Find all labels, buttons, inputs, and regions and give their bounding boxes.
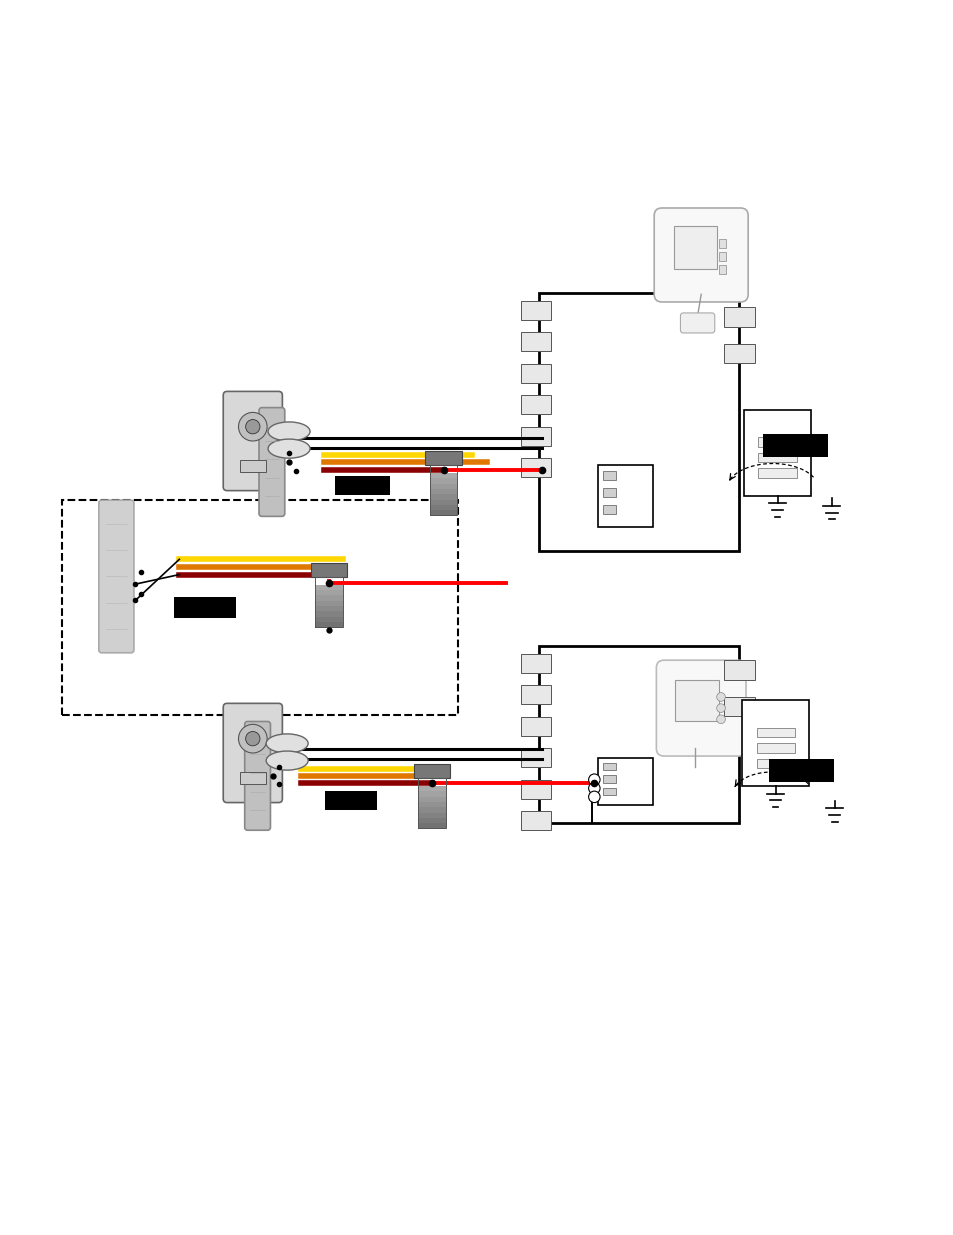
Bar <box>418 797 445 803</box>
Bar <box>418 813 445 819</box>
Bar <box>240 772 265 784</box>
FancyBboxPatch shape <box>654 207 747 303</box>
FancyBboxPatch shape <box>258 408 284 516</box>
Bar <box>520 716 551 736</box>
Bar <box>430 466 456 515</box>
Bar <box>758 453 796 462</box>
Bar <box>719 252 725 261</box>
Bar <box>240 459 265 473</box>
Bar <box>602 762 616 769</box>
Bar <box>598 464 653 527</box>
Circle shape <box>238 725 267 753</box>
Circle shape <box>588 783 599 794</box>
Bar <box>430 478 456 484</box>
Bar <box>520 748 551 767</box>
Bar <box>315 590 342 595</box>
Circle shape <box>716 693 724 701</box>
Bar <box>741 700 808 787</box>
FancyBboxPatch shape <box>656 661 745 756</box>
Bar <box>723 308 754 326</box>
Bar <box>743 410 810 495</box>
Bar <box>758 437 796 447</box>
Circle shape <box>588 792 599 803</box>
Bar <box>719 266 725 274</box>
Bar <box>430 473 456 479</box>
Bar <box>430 484 456 489</box>
Ellipse shape <box>268 422 310 441</box>
Bar <box>315 600 342 606</box>
Bar <box>758 468 796 478</box>
Bar <box>430 510 456 516</box>
Bar <box>430 489 456 495</box>
Bar <box>602 776 616 783</box>
Bar <box>335 477 390 495</box>
Bar <box>538 293 739 551</box>
Bar <box>520 458 551 477</box>
Bar <box>418 802 445 808</box>
FancyBboxPatch shape <box>223 391 282 490</box>
Bar <box>315 595 342 601</box>
Bar <box>430 500 456 505</box>
Bar <box>520 364 551 383</box>
Bar <box>756 743 794 752</box>
Ellipse shape <box>266 734 308 753</box>
Ellipse shape <box>266 751 308 771</box>
Bar <box>173 598 235 619</box>
Bar <box>719 240 725 248</box>
Bar <box>723 661 754 679</box>
Circle shape <box>238 412 267 441</box>
FancyBboxPatch shape <box>99 500 133 653</box>
Bar <box>756 758 794 768</box>
Circle shape <box>588 774 599 785</box>
Bar <box>315 616 342 622</box>
Circle shape <box>246 420 259 433</box>
Bar <box>418 792 445 797</box>
Bar <box>538 646 739 823</box>
Bar <box>602 471 616 480</box>
FancyBboxPatch shape <box>223 704 282 803</box>
Bar <box>430 494 456 500</box>
Bar <box>315 606 342 611</box>
Bar <box>520 427 551 446</box>
Bar <box>414 764 450 778</box>
Ellipse shape <box>268 440 310 458</box>
Bar <box>673 226 717 269</box>
Bar <box>418 824 445 829</box>
Bar <box>756 727 794 737</box>
Bar <box>324 792 376 810</box>
Bar <box>418 808 445 813</box>
Bar <box>520 811 551 830</box>
FancyBboxPatch shape <box>679 312 714 333</box>
Bar <box>602 505 616 514</box>
Bar <box>602 488 616 498</box>
Bar <box>520 332 551 351</box>
Bar <box>598 758 653 805</box>
Bar <box>418 785 445 792</box>
Bar <box>520 653 551 673</box>
Bar <box>315 577 342 627</box>
Bar <box>520 779 551 799</box>
Bar <box>311 563 347 577</box>
Bar <box>768 758 833 782</box>
FancyBboxPatch shape <box>244 721 271 830</box>
Bar <box>675 680 718 720</box>
Circle shape <box>246 731 259 746</box>
Bar <box>315 584 342 590</box>
Bar <box>762 435 827 457</box>
Circle shape <box>716 704 724 713</box>
Bar <box>602 788 616 795</box>
Bar <box>520 301 551 320</box>
Bar <box>425 451 461 466</box>
Bar <box>520 685 551 704</box>
Bar <box>418 778 445 829</box>
Bar <box>62 500 457 715</box>
Bar <box>315 611 342 618</box>
Bar <box>520 395 551 414</box>
Bar <box>418 818 445 824</box>
Bar <box>430 505 456 511</box>
Bar <box>315 622 342 627</box>
Circle shape <box>716 715 724 724</box>
Bar <box>723 697 754 716</box>
Bar <box>723 343 754 363</box>
